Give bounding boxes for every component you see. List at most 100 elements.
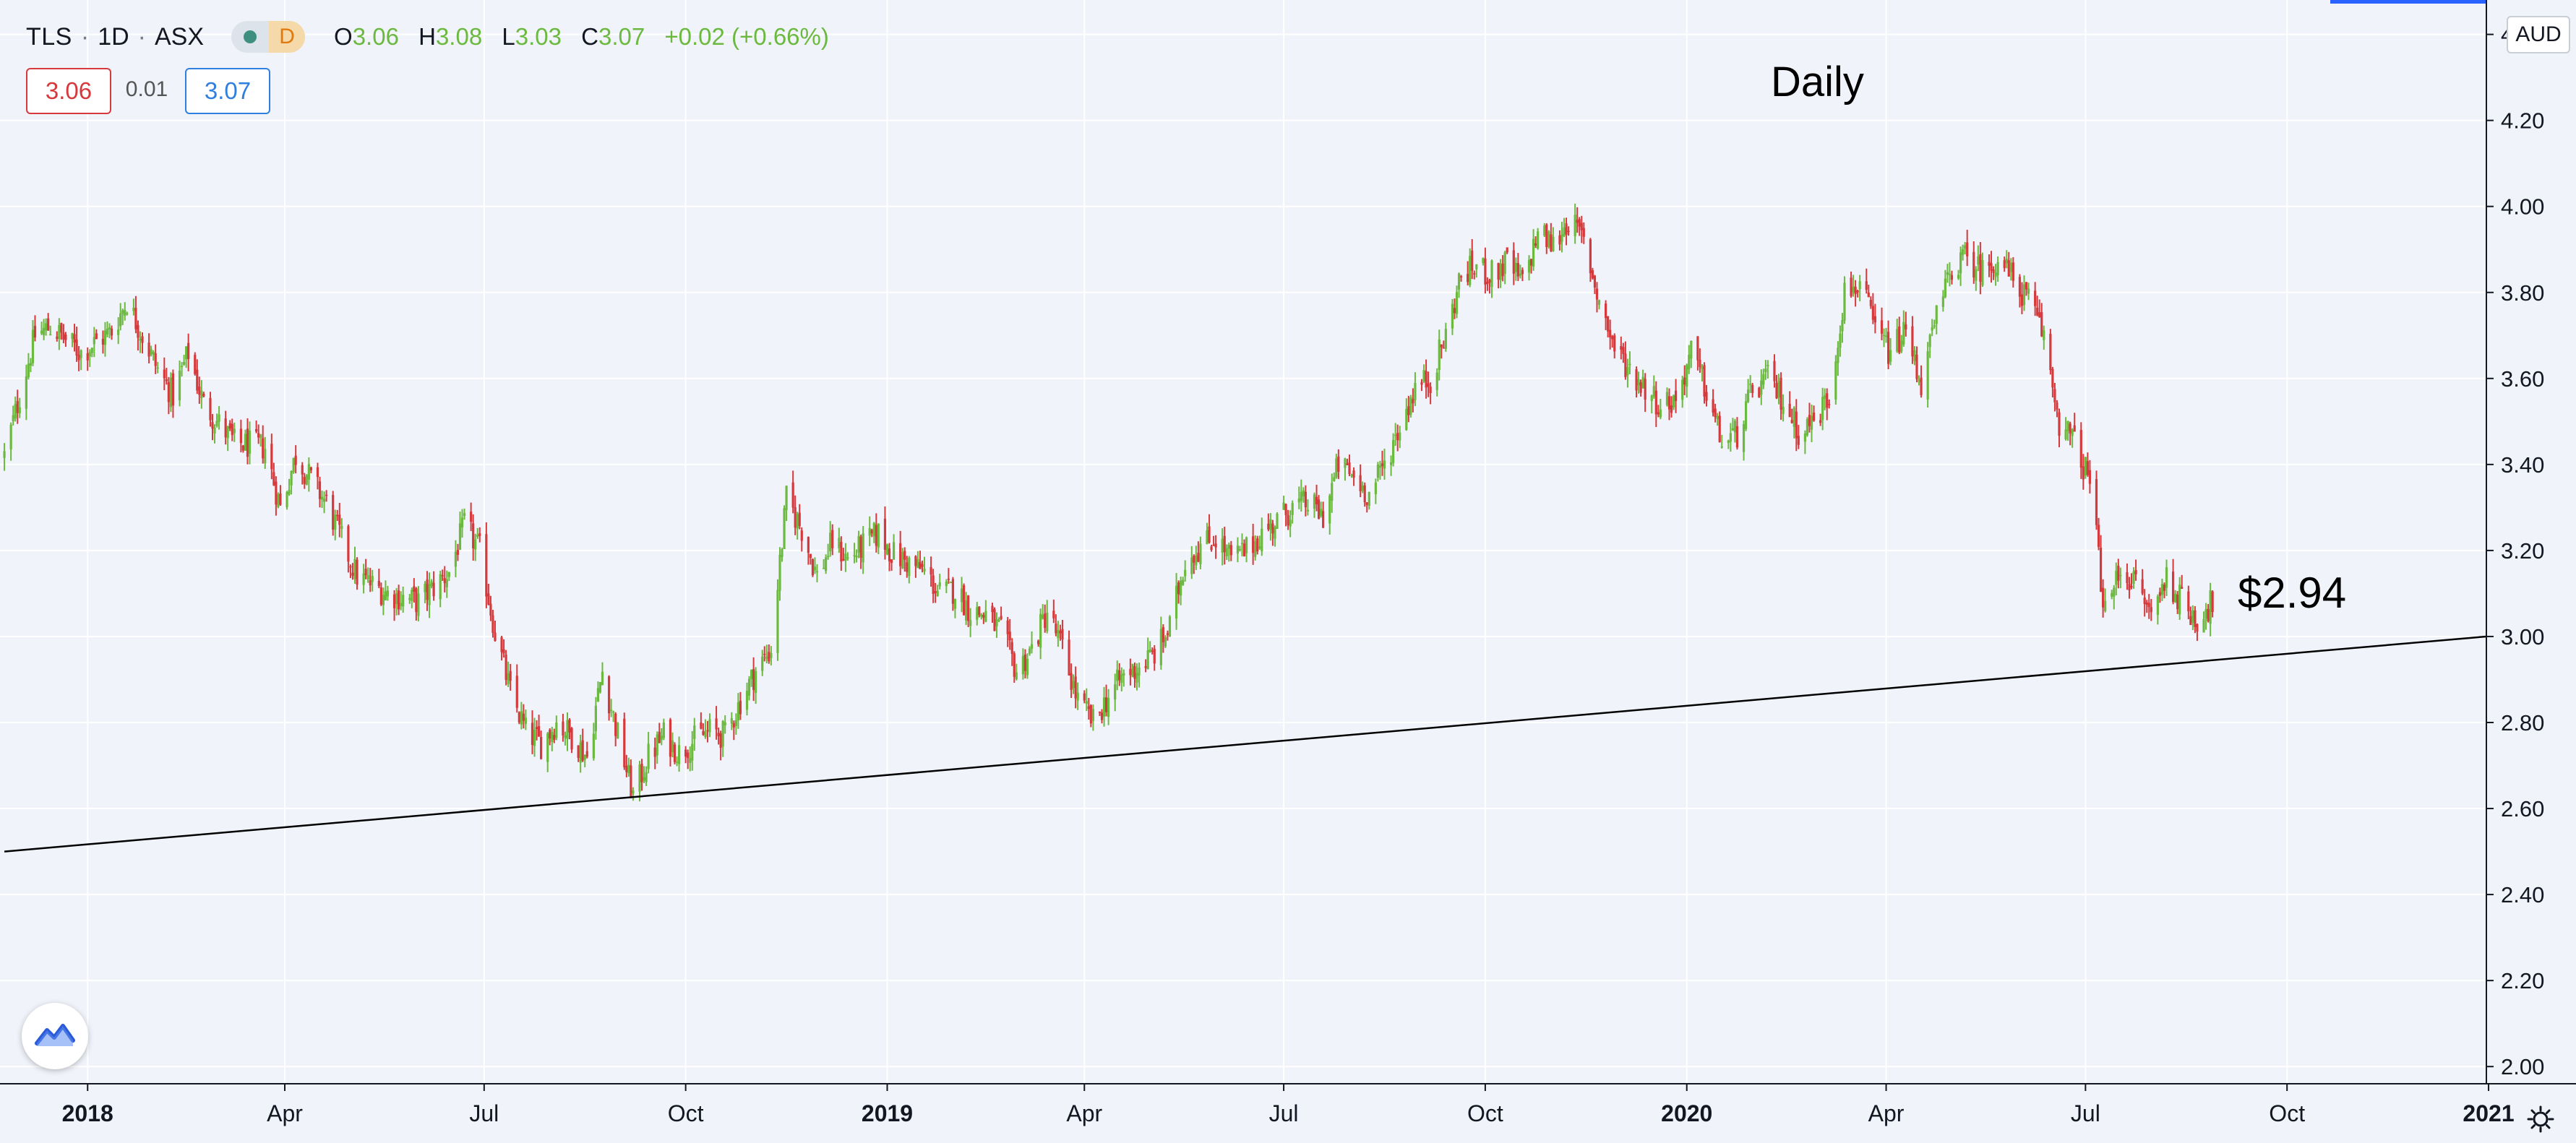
- candle-body[interactable]: [612, 711, 615, 713]
- candle-body[interactable]: [150, 349, 153, 355]
- candle-body[interactable]: [272, 472, 275, 486]
- candle-body[interactable]: [827, 556, 830, 557]
- candle-body[interactable]: [1981, 260, 1984, 286]
- candle-body[interactable]: [1030, 644, 1034, 650]
- candle-body[interactable]: [752, 669, 755, 691]
- candle-body[interactable]: [1197, 553, 1200, 562]
- candle-body[interactable]: [288, 489, 291, 495]
- candle-body[interactable]: [1162, 626, 1164, 642]
- candle-body[interactable]: [1712, 399, 1714, 413]
- candle-body[interactable]: [1076, 692, 1079, 701]
- candle-body[interactable]: [706, 730, 709, 732]
- candle-body[interactable]: [1948, 273, 1952, 275]
- candle-body[interactable]: [478, 533, 481, 536]
- candle-body[interactable]: [1657, 412, 1660, 415]
- candle-body[interactable]: [178, 371, 181, 401]
- candle-body[interactable]: [2202, 618, 2205, 633]
- candle-body[interactable]: [1227, 544, 1230, 549]
- candle-body[interactable]: [292, 457, 295, 473]
- candle-body[interactable]: [1795, 411, 1798, 439]
- candle-body[interactable]: [505, 655, 507, 681]
- candle-body[interactable]: [2178, 585, 2181, 615]
- candle-body[interactable]: [1521, 269, 1524, 275]
- candle-body[interactable]: [564, 735, 567, 738]
- candle-body[interactable]: [607, 676, 611, 714]
- candle-body[interactable]: [2071, 429, 2074, 436]
- candle-body[interactable]: [1534, 243, 1537, 246]
- candle-body[interactable]: [126, 313, 129, 314]
- candle-body[interactable]: [430, 581, 433, 587]
- candle-body[interactable]: [1775, 382, 1778, 399]
- candle-body[interactable]: [984, 611, 987, 622]
- candle-body[interactable]: [1346, 463, 1349, 465]
- candle-body[interactable]: [1317, 499, 1321, 519]
- candle-body[interactable]: [1644, 379, 1647, 400]
- candle-body[interactable]: [1289, 519, 1292, 527]
- candle-body[interactable]: [1184, 569, 1187, 577]
- candle-body[interactable]: [1328, 495, 1331, 524]
- candle-body[interactable]: [546, 733, 549, 762]
- candle-body[interactable]: [1565, 223, 1568, 235]
- candle-body[interactable]: [2134, 569, 2137, 574]
- candle-body[interactable]: [2211, 591, 2214, 613]
- candle-body[interactable]: [424, 584, 426, 592]
- candle-body[interactable]: [316, 467, 319, 478]
- candle-body[interactable]: [796, 514, 799, 529]
- candle-body[interactable]: [2119, 574, 2122, 577]
- candle-body[interactable]: [1911, 326, 1914, 357]
- candle-body[interactable]: [2053, 389, 2056, 402]
- candle-body[interactable]: [551, 732, 554, 743]
- candle-body[interactable]: [2165, 567, 2168, 588]
- candle-body[interactable]: [2147, 603, 2150, 608]
- candle-body[interactable]: [829, 532, 832, 551]
- candle-body[interactable]: [1512, 250, 1515, 274]
- candle-body[interactable]: [1414, 383, 1417, 400]
- candle-body[interactable]: [1950, 275, 1954, 280]
- candle-body[interactable]: [1168, 616, 1172, 637]
- candle-body[interactable]: [2191, 610, 2194, 623]
- candle-body[interactable]: [704, 731, 707, 738]
- candle-body[interactable]: [555, 722, 558, 738]
- candle-body[interactable]: [2209, 590, 2212, 624]
- candle-body[interactable]: [371, 576, 374, 582]
- candle-body[interactable]: [1882, 335, 1886, 337]
- candle-body[interactable]: [1242, 543, 1246, 556]
- candle-body[interactable]: [169, 377, 173, 407]
- candle-body[interactable]: [2174, 593, 2177, 603]
- candle-body[interactable]: [134, 308, 137, 329]
- candle-body[interactable]: [1013, 653, 1016, 677]
- candle-body[interactable]: [1459, 276, 1463, 277]
- candle-body[interactable]: [262, 438, 265, 459]
- candle-body[interactable]: [1773, 361, 1776, 381]
- candle-body[interactable]: [1699, 360, 1701, 368]
- candle-body[interactable]: [1074, 676, 1077, 699]
- candle-body[interactable]: [1164, 637, 1167, 647]
- candle-body[interactable]: [750, 669, 753, 679]
- candle-body[interactable]: [1499, 263, 1502, 280]
- candle-body[interactable]: [1547, 231, 1550, 247]
- candle-body[interactable]: [1871, 306, 1874, 320]
- candle-body[interactable]: [119, 313, 122, 327]
- candle-body[interactable]: [211, 422, 214, 429]
- candle-body[interactable]: [2196, 624, 2199, 632]
- candle-body[interactable]: [1138, 667, 1141, 676]
- candle-body[interactable]: [1635, 369, 1638, 391]
- candle-body[interactable]: [226, 426, 229, 439]
- candle-body[interactable]: [1100, 712, 1104, 720]
- candle-body[interactable]: [2082, 466, 2085, 480]
- candle-body[interactable]: [1376, 464, 1379, 478]
- candle-body[interactable]: [947, 578, 950, 580]
- candle-body[interactable]: [899, 543, 902, 566]
- candle-body[interactable]: [340, 525, 343, 529]
- tradingview-logo-icon[interactable]: [22, 1003, 88, 1069]
- candle-body[interactable]: [617, 723, 619, 739]
- candle-body[interactable]: [56, 336, 59, 339]
- candle-body[interactable]: [303, 477, 306, 484]
- candle-body[interactable]: [1597, 300, 1601, 305]
- candle-body[interactable]: [579, 742, 582, 763]
- candle-body[interactable]: [185, 346, 188, 360]
- candle-body[interactable]: [1252, 536, 1255, 553]
- candle-body[interactable]: [320, 496, 324, 500]
- candle-body[interactable]: [2036, 307, 2039, 316]
- candle-body[interactable]: [524, 717, 528, 724]
